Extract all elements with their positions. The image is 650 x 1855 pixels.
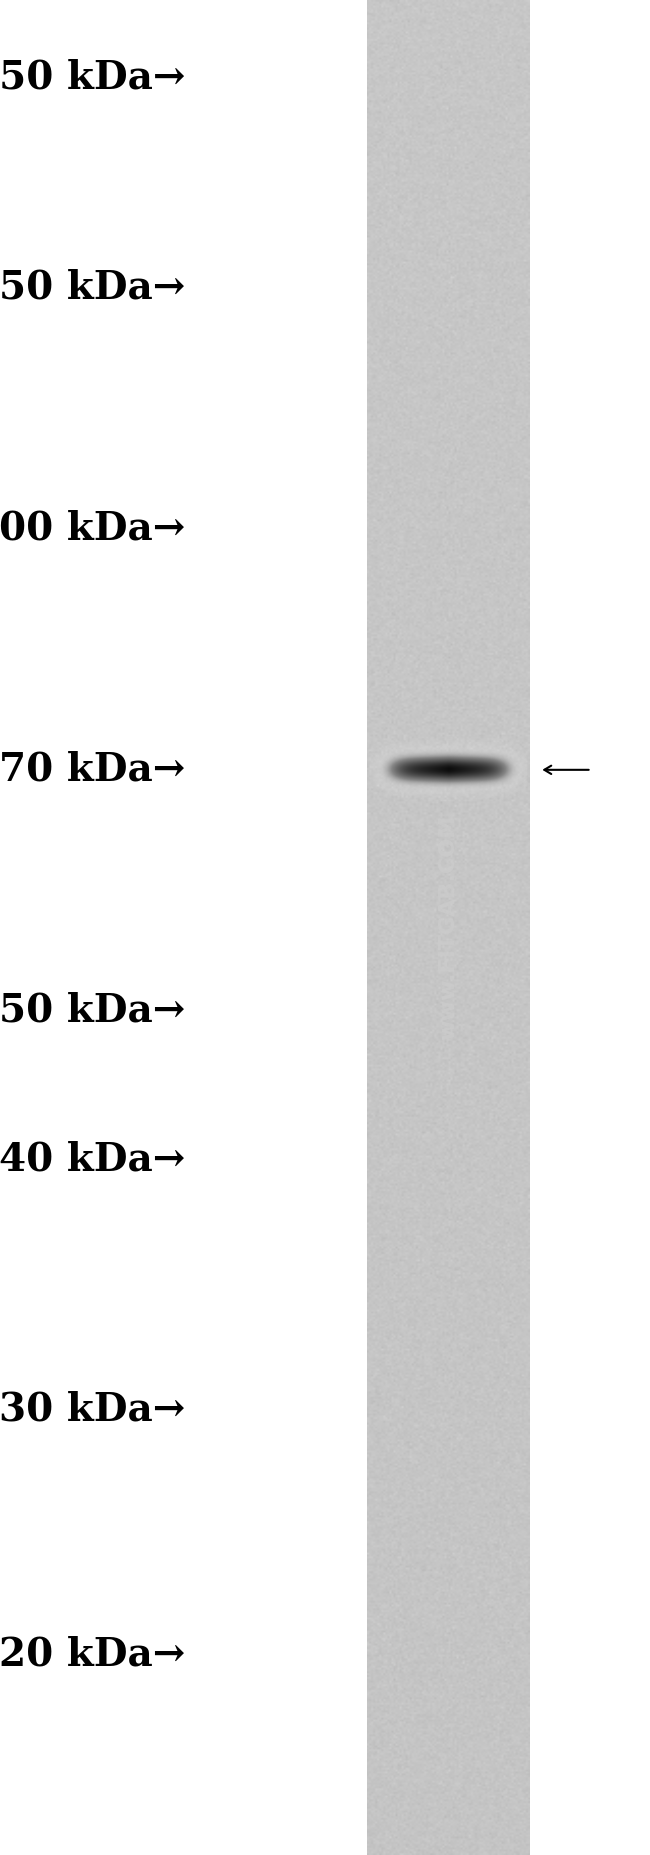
Text: 100 kDa→: 100 kDa→: [0, 510, 185, 547]
Text: 70 kDa→: 70 kDa→: [0, 751, 185, 788]
Text: 250 kDa→: 250 kDa→: [0, 59, 185, 96]
Text: 40 kDa→: 40 kDa→: [0, 1141, 185, 1178]
Text: 150 kDa→: 150 kDa→: [0, 269, 185, 306]
Text: www.FITGAB.COM: www.FITGAB.COM: [439, 814, 458, 1041]
Text: 50 kDa→: 50 kDa→: [0, 992, 185, 1030]
Text: 20 kDa→: 20 kDa→: [0, 1636, 185, 1673]
Text: 30 kDa→: 30 kDa→: [0, 1391, 185, 1428]
